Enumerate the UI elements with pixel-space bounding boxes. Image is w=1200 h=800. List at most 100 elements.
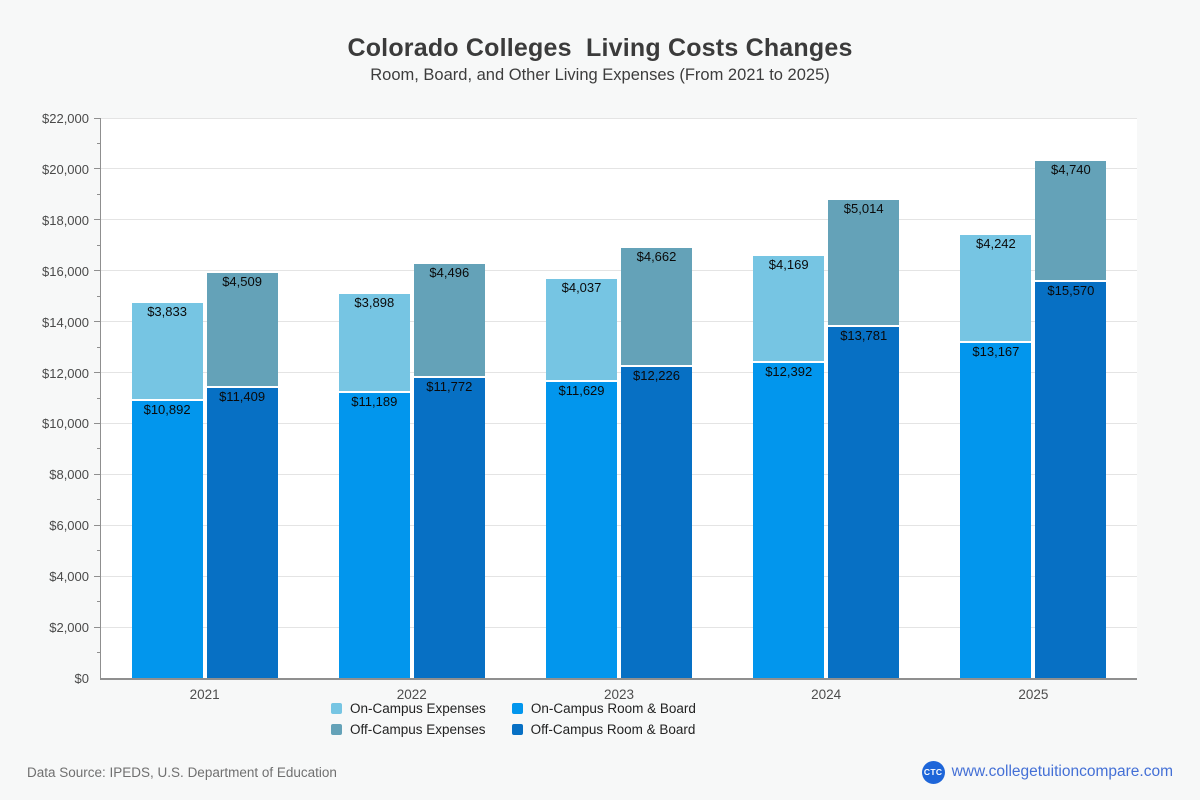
y-axis-label: $10,000: [42, 416, 89, 432]
gridline: [101, 473, 1137, 475]
legend-item-3[interactable]: Off-Campus Room & Board: [511, 722, 695, 737]
y-axis-label: $0: [74, 671, 89, 686]
y-axis-tick: [94, 168, 101, 170]
y-axis-tick: [94, 270, 101, 272]
legend-item-label: On-Campus Room & Board: [530, 701, 696, 716]
y-axis-label: $22,000: [42, 111, 89, 126]
bar-segment-off-campus-expenses: [1035, 161, 1107, 282]
bar-segment-on-campus-room-board: [338, 393, 410, 678]
bar-segment-off-campus-room-board: [828, 327, 900, 678]
website-link[interactable]: CTC www.collegetuitioncompare.com: [921, 760, 1173, 784]
legend-item-1[interactable]: On-Campus Room & Board: [511, 701, 696, 716]
bar-segment-on-campus-room-board: [753, 362, 825, 678]
bar-segment-on-campus-expenses: [753, 256, 825, 363]
bar-value-label: $4,037: [561, 280, 602, 296]
chart-subtitle: Room, Board, and Other Living Expenses (…: [370, 66, 830, 84]
y-axis-tick: [94, 626, 101, 628]
bar-segment-off-campus-expenses: [413, 263, 485, 379]
bar-value-label: $4,496: [429, 264, 470, 280]
y-axis-label: $12,000: [42, 365, 89, 381]
gridline: [101, 575, 1137, 577]
legend: On-Campus Expenses On-Campus Room & Board…: [331, 701, 869, 737]
x-axis-label: 2021: [189, 687, 220, 702]
legend-swatch-icon: [511, 703, 523, 714]
legend-item-0[interactable]: On-Campus Expenses: [331, 701, 486, 716]
y-axis-minor-tick: [97, 244, 101, 246]
y-axis-tick: [94, 524, 101, 526]
y-axis-minor-tick: [97, 652, 101, 654]
y-axis-label: $8,000: [49, 467, 89, 483]
y-axis-minor-tick: [97, 142, 101, 144]
bar-segment-off-campus-room-board: [413, 378, 485, 678]
bar-value-label: $13,781: [840, 328, 888, 344]
bar-value-label: $3,833: [147, 304, 187, 320]
gridline: [101, 117, 1137, 119]
bar-segment-off-campus-expenses: [828, 199, 900, 328]
y-axis-minor-tick: [97, 295, 101, 297]
x-axis-label: 2024: [811, 687, 842, 702]
bar-segment-on-campus-expenses: [546, 279, 617, 382]
legend-item-2[interactable]: Off-Campus Expenses: [331, 722, 486, 737]
bar-segment-off-campus-room-board: [206, 387, 278, 678]
bar-value-label: $11,629: [558, 382, 605, 398]
y-axis-label: $14,000: [42, 314, 89, 330]
gridline: [101, 270, 1137, 272]
gridline: [101, 219, 1137, 221]
bar-value-label: $4,740: [1051, 162, 1091, 178]
y-axis-label: $4,000: [49, 569, 89, 585]
legend-item-label: On-Campus Expenses: [350, 701, 486, 716]
y-axis-label: $20,000: [42, 161, 89, 177]
y-axis-label: $2,000: [49, 620, 89, 636]
bar-segment-on-campus-room-board: [546, 381, 617, 678]
bar-segment-on-campus-expenses: [960, 234, 1032, 343]
y-axis-tick: [94, 219, 101, 221]
bar-value-label: $11,189: [351, 394, 398, 410]
bar-segment-off-campus-room-board: [1035, 281, 1107, 678]
gridline: [101, 422, 1137, 424]
bar-value-label: $3,898: [354, 294, 395, 310]
gridline: [101, 524, 1137, 526]
bar-segment-on-campus-room-board: [131, 400, 203, 678]
footer: Data Source: IPEDS, U.S. Department of E…: [0, 757, 1200, 787]
bar-value-label: $12,226: [633, 367, 680, 383]
y-axis-tick: [94, 117, 101, 119]
y-axis-label: $18,000: [42, 212, 89, 228]
y-axis-tick: [94, 372, 101, 374]
y-axis-minor-tick: [97, 448, 101, 450]
y-axis-tick: [94, 422, 101, 424]
gridline: [101, 372, 1137, 374]
bar-value-label: $11,409: [219, 388, 266, 404]
x-axis-label: 2023: [603, 687, 635, 702]
bar-value-label: $4,169: [768, 257, 809, 273]
bar-segment-on-campus-room-board: [960, 342, 1032, 678]
bar-segment-on-campus-expenses: [131, 303, 203, 401]
bar-value-label: $5,014: [843, 200, 884, 216]
y-axis-minor-tick: [97, 499, 101, 501]
bar-value-label: $12,392: [765, 363, 813, 379]
bar-value-label: $15,570: [1047, 282, 1095, 298]
bar-value-label: $13,167: [972, 343, 1020, 359]
bar-value-label: $10,892: [143, 401, 191, 417]
plot-area: $0 $2,000 $4,000 $6,000 $8,000 $10,000 $12,000…: [42, 111, 1137, 702]
website-url: www.collegetuitioncompare.com: [951, 763, 1173, 780]
gridline: [101, 168, 1137, 170]
bar-segment-on-campus-expenses: [338, 293, 410, 394]
bar-segment-off-campus-room-board: [621, 366, 692, 678]
y-axis-tick: [94, 321, 101, 323]
x-axis-label: 2022: [396, 687, 427, 702]
bar-value-label: $4,662: [636, 249, 677, 265]
ctc-logo-icon: CTC: [921, 760, 945, 784]
legend-swatch-icon: [331, 724, 342, 735]
y-axis-tick: [94, 473, 101, 475]
gridline: [101, 321, 1137, 323]
y-axis-minor-tick: [97, 346, 101, 348]
y-axis-tick: [94, 575, 101, 577]
y-axis-label: $6,000: [49, 518, 89, 534]
bar-segment-off-campus-expenses: [206, 272, 278, 388]
bar-segment-off-campus-expenses: [621, 248, 692, 367]
legend-swatch-icon: [331, 703, 342, 714]
data-source-text: Data Source: IPEDS, U.S. Department of E…: [27, 764, 337, 780]
y-axis-minor-tick: [97, 601, 101, 603]
y-axis-minor-tick: [97, 193, 101, 195]
